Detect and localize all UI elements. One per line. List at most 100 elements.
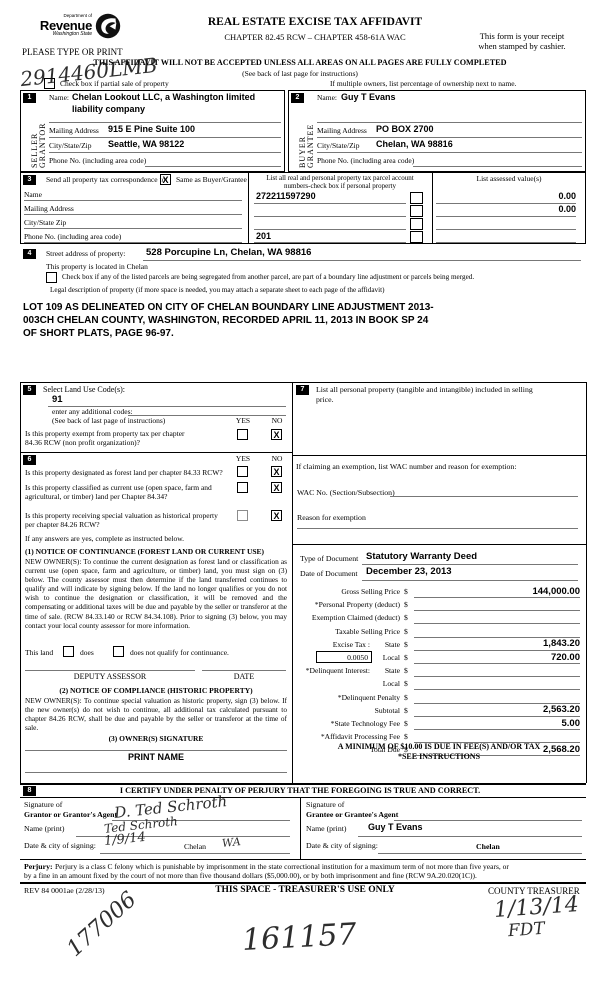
if-any-yes-label: If any answers are yes, complete as inst… [25, 534, 185, 543]
tax-row-rule [414, 689, 580, 691]
seller-mailing-label: Mailing Address [49, 126, 99, 135]
segregated-checkbox[interactable] [46, 272, 57, 283]
current-use-yes-checkbox[interactable] [237, 482, 248, 493]
does-not-label: does not qualify for continuance. [130, 648, 229, 657]
grantor-print-name-rule[interactable] [76, 836, 290, 837]
tax-row-label: *Affidavit Processing Fee [320, 732, 400, 742]
forest-land-yes-checkbox[interactable] [237, 466, 248, 477]
tax-row-dollar-sign: $ [404, 653, 408, 662]
seller-name-value[interactable]: Chelan Lookout LLC, a Washington limited… [72, 92, 256, 114]
partial-sale-label: Check box if partial sale of property [60, 79, 169, 88]
street-address-rule [143, 260, 581, 261]
section-5-yes-header: YES [235, 416, 251, 425]
land-use-code-value[interactable]: 91 [52, 394, 63, 405]
grantee-signature-rule[interactable] [394, 820, 582, 821]
does-label: does [80, 648, 94, 657]
grantor-signature-label-line2: Grantor or Grantor's Agent [24, 810, 118, 819]
parcel-value-1[interactable]: 272211597290 [256, 191, 316, 201]
parcel-value-4[interactable]: 201 [256, 231, 272, 241]
grantor-city-value[interactable]: Chelan [184, 842, 207, 851]
section-6-number: 6 [23, 455, 36, 465]
county-treasurer-label: COUNTY TREASURER [488, 886, 580, 896]
exempt-no-checkbox[interactable]: X [271, 429, 282, 440]
tax-row-value[interactable]: 144,000.00 [532, 585, 580, 597]
does-not-qualify-checkbox[interactable] [113, 646, 124, 657]
personal-property-checkbox-4[interactable] [410, 231, 423, 243]
personal-property-checkbox-2[interactable] [410, 205, 423, 217]
corr-city-label: City/State Zip [24, 218, 67, 227]
perjury-label: Perjury: [24, 862, 53, 871]
historic-no-checkbox[interactable]: X [271, 510, 282, 521]
tax-row-label: *Delinquent Penalty [337, 692, 400, 702]
tax-row-value[interactable]: 1,843.20 [543, 638, 580, 650]
parcel-rule-3 [254, 229, 406, 230]
partial-sale-checkbox[interactable] [44, 78, 55, 89]
section-8-number: 8 [23, 786, 36, 796]
tax-row-dollar-sign: $ [404, 626, 408, 636]
tax-row-value[interactable]: 2,568.20 [543, 743, 580, 755]
seller-city-value[interactable]: Seattle, WA 98122 [108, 139, 185, 149]
seller-mailing-value[interactable]: 915 E Pine Suite 100 [108, 124, 196, 134]
buyer-city-rule [317, 152, 582, 153]
assessor-date-rule [202, 670, 286, 671]
buyer-mailing-value[interactable]: PO BOX 2700 [376, 124, 434, 134]
notice-continuance-title: (1) NOTICE OF CONTINUANCE (FOREST LAND O… [25, 547, 265, 556]
tax-row-value[interactable]: 720.00 [550, 651, 580, 663]
assessed-value-1[interactable]: 0.00 [558, 191, 576, 201]
buyer-city-value[interactable]: Chelan, WA 98816 [376, 139, 453, 149]
parcel-rule-1 [254, 203, 406, 204]
same-as-buyer-checkbox[interactable]: X [160, 174, 171, 185]
tax-row-rule [414, 610, 580, 612]
tax-row-label: Gross Selling Price [341, 587, 400, 596]
wac-number-rule[interactable] [390, 496, 578, 497]
tax-row-rule [414, 702, 580, 704]
affidavit-notice: THIS AFFIDAVIT WILL NOT BE ACCEPTED UNLE… [93, 58, 507, 67]
grantor-signature-label-line1: Signature of [24, 800, 63, 809]
legal-description-line2: 003CH CHELAN COUNTY, WASHINGTON, RECORDE… [23, 315, 429, 326]
forest-land-no-checkbox[interactable]: X [271, 466, 282, 477]
grantee-city-value[interactable]: Chelan [476, 842, 500, 851]
section-5-number: 5 [23, 385, 36, 395]
personal-property-checkbox-3[interactable] [410, 218, 423, 230]
exempt-question-line2: 84.36 RCW (non profit organization)? [25, 438, 140, 447]
legal-description-line1: LOT 109 AS DELINEATED ON CITY OF CHELAN … [23, 302, 434, 313]
assessed-value-2[interactable]: 0.00 [558, 204, 576, 214]
grantee-print-name-value[interactable]: Guy T Evans [368, 822, 423, 832]
treasurer-stamp-left: 177006 [62, 887, 142, 962]
corr-city-rule [24, 228, 242, 229]
grantee-print-name-label: Name (print) [306, 824, 347, 833]
does-qualify-checkbox[interactable] [63, 646, 74, 657]
perjury-text-line1: Perjury is a class C felony which is pun… [55, 862, 509, 871]
reason-exemption-rule[interactable] [297, 528, 578, 529]
grantor-signature-rule[interactable] [112, 820, 290, 821]
grantor-date-value[interactable]: 1/9/14 [103, 829, 147, 850]
print-name-rule[interactable] [25, 772, 287, 773]
tax-row-rule [414, 649, 580, 651]
grantee-print-name-rule[interactable] [358, 836, 582, 837]
local-tax-rate-box[interactable]: 0.0050 [316, 651, 372, 663]
date-of-document-value[interactable]: December 23, 2013 [366, 566, 452, 577]
current-use-no-checkbox[interactable]: X [271, 482, 282, 493]
treasurer-stamp-initials: FDT [507, 918, 546, 942]
tax-row-value[interactable]: 5.00 [561, 717, 581, 729]
treasurer-stamp-center: 161157 [241, 917, 358, 958]
tax-row-sublabel: State [384, 666, 400, 676]
exempt-yes-checkbox[interactable] [237, 429, 248, 440]
parcel-header-line1: List all real and personal property tax … [266, 174, 414, 182]
historic-yes-checkbox[interactable] [237, 510, 248, 521]
tax-row-value[interactable]: 2,563.20 [543, 704, 580, 716]
grantee-date-city-rule[interactable] [378, 853, 582, 854]
street-address-value[interactable]: 528 Porcupine Ln, Chelan, WA 98816 [146, 247, 312, 258]
personal-property-checkbox-1[interactable] [410, 192, 423, 204]
type-of-document-value[interactable]: Statutory Warranty Deed [366, 551, 478, 562]
buyer-name-value[interactable]: Guy T Evans [341, 92, 396, 102]
assessor-date-label: DATE [233, 672, 255, 681]
grantor-state-value[interactable]: WA [221, 835, 242, 850]
section-8-top-rule [20, 797, 586, 798]
print-name-label: PRINT NAME [128, 752, 184, 762]
grantor-date-city-rule[interactable] [100, 853, 290, 854]
owners-signature-rule[interactable] [25, 750, 287, 751]
tax-row-rule [414, 729, 580, 730]
send-correspondence-label: Send all property tax correspondence to: [46, 175, 168, 184]
